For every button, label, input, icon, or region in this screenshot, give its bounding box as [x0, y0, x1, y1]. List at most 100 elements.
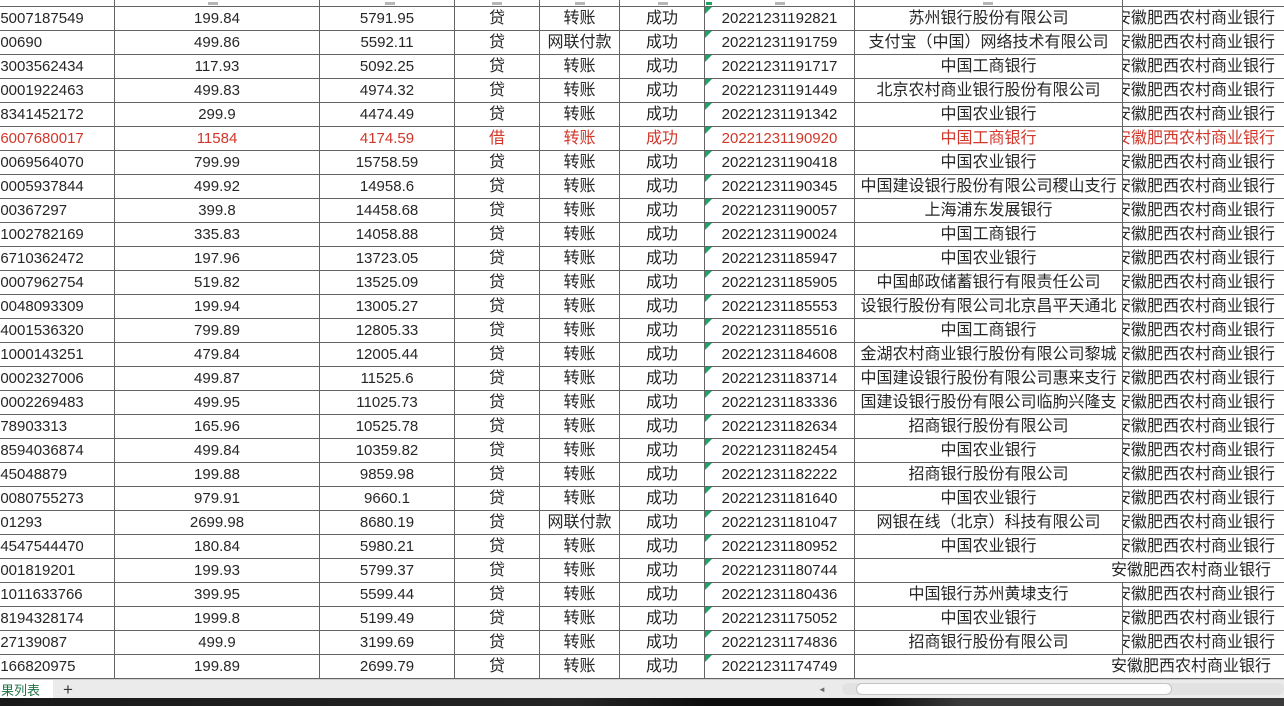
- cell-amount[interactable]: 2699.98: [115, 511, 320, 534]
- cell-debit-credit[interactable]: 贷: [455, 463, 540, 486]
- cell-method[interactable]: 转账: [540, 271, 620, 294]
- cell-counterparty-bank[interactable]: 中国农业银行: [855, 607, 1123, 630]
- cell-own-bank[interactable]: 安徽肥西农村商业银行: [1123, 7, 1284, 30]
- cell-status[interactable]: 成功: [620, 31, 705, 54]
- cell-account[interactable]: 41000143251: [0, 343, 115, 366]
- cell-counterparty-bank[interactable]: [855, 655, 1123, 678]
- cell-own-bank[interactable]: 安徽肥西农村商业银行: [1123, 295, 1284, 318]
- cell-amount[interactable]: 117.93: [115, 55, 320, 78]
- cell-counterparty-bank[interactable]: 支付宝（中国）网络技术有限公司: [855, 31, 1123, 54]
- cell-balance[interactable]: 12805.33: [320, 319, 455, 342]
- cell-timestamp[interactable]: 20221231181640: [705, 487, 855, 510]
- cell-debit-credit[interactable]: 贷: [455, 55, 540, 78]
- cell-debit-credit[interactable]: 贷: [455, 319, 540, 342]
- cell-counterparty-bank[interactable]: 金湖农村商业银行股份有限公司黎城: [855, 343, 1123, 366]
- cell-status[interactable]: 成功: [620, 103, 705, 126]
- cell-account[interactable]: 03003562434: [0, 55, 115, 78]
- cell-debit-credit[interactable]: 贷: [455, 343, 540, 366]
- cell-status[interactable]: 成功: [620, 415, 705, 438]
- cell-status[interactable]: 成功: [620, 79, 705, 102]
- cell-debit-credit[interactable]: 贷: [455, 151, 540, 174]
- cell-method[interactable]: 转账: [540, 439, 620, 462]
- cell-balance[interactable]: 13525.09: [320, 271, 455, 294]
- cell-timestamp[interactable]: 20221231183714: [705, 367, 855, 390]
- cell-status[interactable]: 成功: [620, 439, 705, 462]
- cell-status[interactable]: 成功: [620, 295, 705, 318]
- cell-balance[interactable]: 11525.6: [320, 367, 455, 390]
- cell-method[interactable]: 转账: [540, 607, 620, 630]
- cell-amount[interactable]: 499.87: [115, 367, 320, 390]
- cell-timestamp[interactable]: 20221231181047: [705, 511, 855, 534]
- cell-balance[interactable]: 5092.25: [320, 55, 455, 78]
- cell-own-bank[interactable]: 安徽肥西农村商业银行: [1123, 319, 1284, 342]
- cell-balance[interactable]: 13005.27: [320, 295, 455, 318]
- cell-debit-credit[interactable]: 贷: [455, 391, 540, 414]
- cell-account[interactable]: 80007962754: [0, 271, 115, 294]
- cell-debit-credit[interactable]: 贷: [455, 199, 540, 222]
- cell-method[interactable]: 转账: [540, 319, 620, 342]
- cell-status[interactable]: 成功: [620, 391, 705, 414]
- cell-status[interactable]: 成功: [620, 271, 705, 294]
- cell-balance[interactable]: 15758.59: [320, 151, 455, 174]
- cell-status[interactable]: 成功: [620, 463, 705, 486]
- cell-account[interactable]: 01011633766: [0, 583, 115, 606]
- cell-own-bank[interactable]: 安徽肥西农村商业银行: [1123, 55, 1284, 78]
- cell-own-bank[interactable]: 安徽肥西农村商业银行: [1123, 415, 1284, 438]
- cell-status[interactable]: 成功: [620, 343, 705, 366]
- cell-method[interactable]: 转账: [540, 127, 620, 150]
- cell-debit-credit[interactable]: 贷: [455, 487, 540, 510]
- cell-balance[interactable]: 9660.1: [320, 487, 455, 510]
- add-sheet-button[interactable]: +: [58, 680, 78, 699]
- cell-own-bank[interactable]: 安徽肥西农村商业银行: [1111, 655, 1284, 678]
- cell-amount[interactable]: 165.96: [115, 415, 320, 438]
- cell-amount[interactable]: 499.92: [115, 175, 320, 198]
- cell-debit-credit[interactable]: 贷: [455, 79, 540, 102]
- cell-debit-credit[interactable]: 贷: [455, 295, 540, 318]
- cell-counterparty-bank[interactable]: 设银行股份有限公司北京昌平天通北: [855, 295, 1123, 318]
- cell-method[interactable]: 转账: [540, 151, 620, 174]
- cell-method[interactable]: 转账: [540, 535, 620, 558]
- cell-counterparty-bank[interactable]: 网银在线（北京）科技有限公司: [855, 511, 1123, 534]
- cell-debit-credit[interactable]: 贷: [455, 175, 540, 198]
- cell-counterparty-bank[interactable]: 招商银行股份有限公司: [855, 463, 1123, 486]
- cell-status[interactable]: 成功: [620, 511, 705, 534]
- cell-method[interactable]: 转账: [540, 79, 620, 102]
- cell-counterparty-bank[interactable]: 中国工商银行: [855, 319, 1123, 342]
- cell-status[interactable]: 成功: [620, 151, 705, 174]
- cell-counterparty-bank[interactable]: 中国建设银行股份有限公司稷山支行: [855, 175, 1123, 198]
- cell-counterparty-bank[interactable]: 中国银行苏州黄埭支行: [855, 583, 1123, 606]
- cell-balance[interactable]: 10525.78: [320, 415, 455, 438]
- cell-method[interactable]: 转账: [540, 199, 620, 222]
- cell-own-bank[interactable]: 安徽肥西农村商业银行: [1123, 103, 1284, 126]
- cell-account[interactable]: 600690: [0, 31, 115, 54]
- cell-method[interactable]: 转账: [540, 247, 620, 270]
- cell-own-bank[interactable]: 安徽肥西农村商业银行: [1123, 535, 1284, 558]
- cell-balance[interactable]: 2699.79: [320, 655, 455, 678]
- sheet-tab-results[interactable]: 果列表: [0, 680, 53, 699]
- cell-balance[interactable]: 14458.68: [320, 199, 455, 222]
- cell-account[interactable]: 0001819201: [0, 559, 115, 582]
- cell-balance[interactable]: 14058.88: [320, 223, 455, 246]
- cell-account[interactable]: 84547544470: [0, 535, 115, 558]
- cell-counterparty-bank[interactable]: 招商银行股份有限公司: [855, 631, 1123, 654]
- cell-balance[interactable]: 5199.49: [320, 607, 455, 630]
- cell-method[interactable]: 转账: [540, 487, 620, 510]
- cell-counterparty-bank[interactable]: 中国农业银行: [855, 103, 1123, 126]
- cell-debit-credit[interactable]: 贷: [455, 559, 540, 582]
- cell-amount[interactable]: 799.89: [115, 319, 320, 342]
- cell-own-bank[interactable]: 安徽肥西农村商业银行: [1123, 367, 1284, 390]
- cell-account[interactable]: 05007187549: [0, 7, 115, 30]
- cell-account[interactable]: 20001922463: [0, 79, 115, 102]
- cell-method[interactable]: 转账: [540, 343, 620, 366]
- cell-status[interactable]: 成功: [620, 175, 705, 198]
- cell-timestamp[interactable]: 20221231185905: [705, 271, 855, 294]
- cell-timestamp[interactable]: 20221231180952: [705, 535, 855, 558]
- cell-timestamp[interactable]: 20221231190024: [705, 223, 855, 246]
- cell-own-bank[interactable]: 安徽肥西农村商业银行: [1123, 607, 1284, 630]
- cell-amount[interactable]: 11584: [115, 127, 320, 150]
- cell-own-bank[interactable]: 安徽肥西农村商业银行: [1123, 487, 1284, 510]
- cell-balance[interactable]: 4474.49: [320, 103, 455, 126]
- cell-balance[interactable]: 12005.44: [320, 343, 455, 366]
- cell-own-bank[interactable]: 安徽肥西农村商业银行: [1123, 151, 1284, 174]
- cell-balance[interactable]: 14958.6: [320, 175, 455, 198]
